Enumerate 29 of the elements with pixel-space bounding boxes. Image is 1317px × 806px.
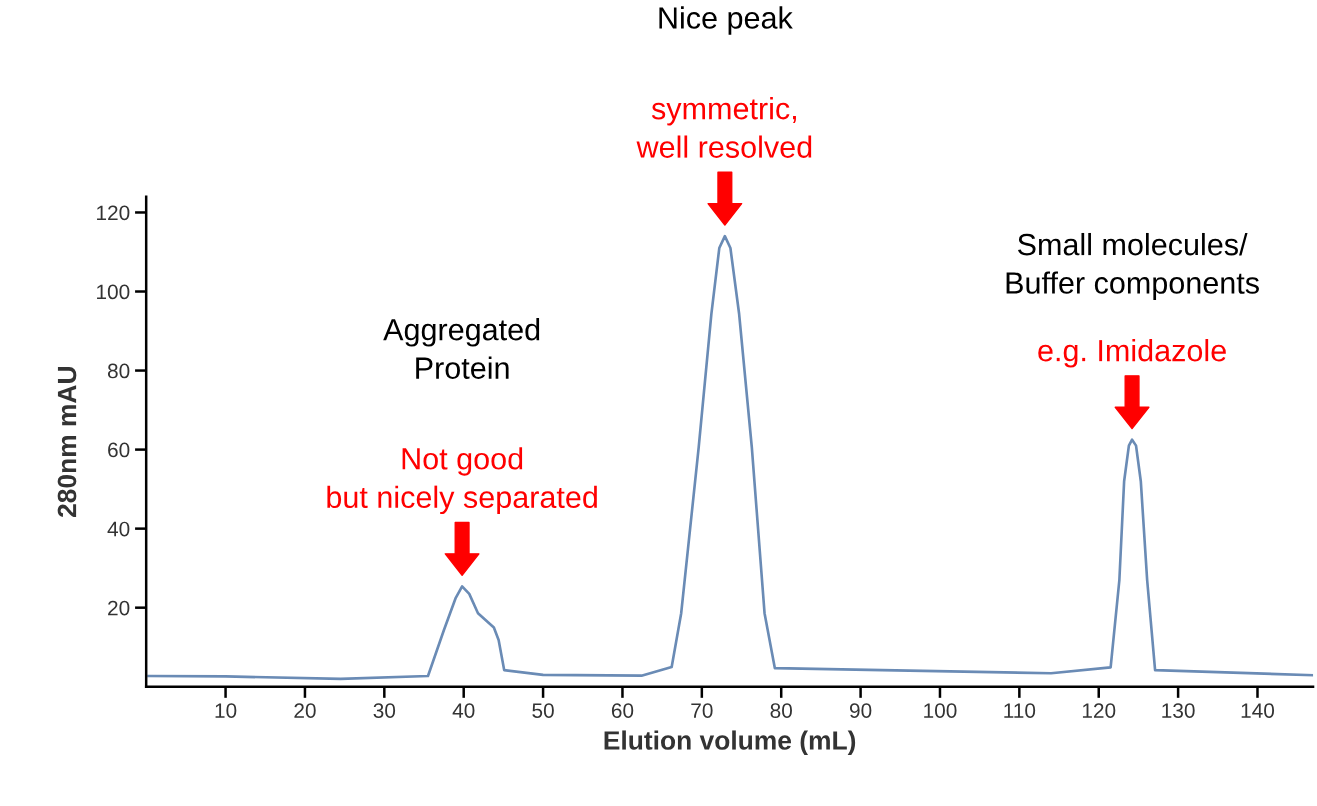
x-tick-label: 140 [1241, 703, 1275, 718]
x-tick-label: 20 [294, 703, 316, 718]
annotation: Small molecules/ Buffer components [1006, 232, 1259, 300]
y-tick-label: 120 [97, 205, 130, 221]
line-series [147, 234, 1314, 681]
x-tick-label: 120 [1082, 703, 1116, 718]
x-tick-label: 60 [611, 703, 634, 718]
x-tick-label: 40 [452, 703, 475, 718]
x-tick-label: 30 [373, 703, 396, 718]
annotation: Aggregated Protein [383, 318, 540, 379]
x-tick-label: 90 [849, 703, 872, 718]
x-tick-label: 70 [691, 703, 713, 718]
y-tick-label: 60 [108, 442, 130, 458]
y-tick-label: 80 [107, 363, 130, 379]
x-tick-label: 50 [532, 703, 554, 718]
x-tick-label: 130 [1162, 703, 1195, 718]
text: Nice peak [659, 6, 793, 35]
y-tick-label: 40 [107, 521, 130, 537]
x-tick-label: 100 [924, 703, 957, 718]
annotation: e.g. Imidazole [1038, 339, 1226, 368]
y-tick-label: 100 [97, 284, 130, 300]
annotation: Not good but nicely separated [327, 447, 597, 515]
x-axis-title: Elution volume (mL) [604, 730, 856, 756]
y-tick-label: 20 [108, 600, 130, 616]
x-tick-label: 10 [215, 703, 237, 718]
x-tick-label: 80 [770, 703, 792, 718]
x-tick-label: 110 [1004, 703, 1036, 718]
annotation: symmetric, well resolved [636, 97, 812, 158]
y-axis-title: 280nm mAU [57, 367, 77, 518]
